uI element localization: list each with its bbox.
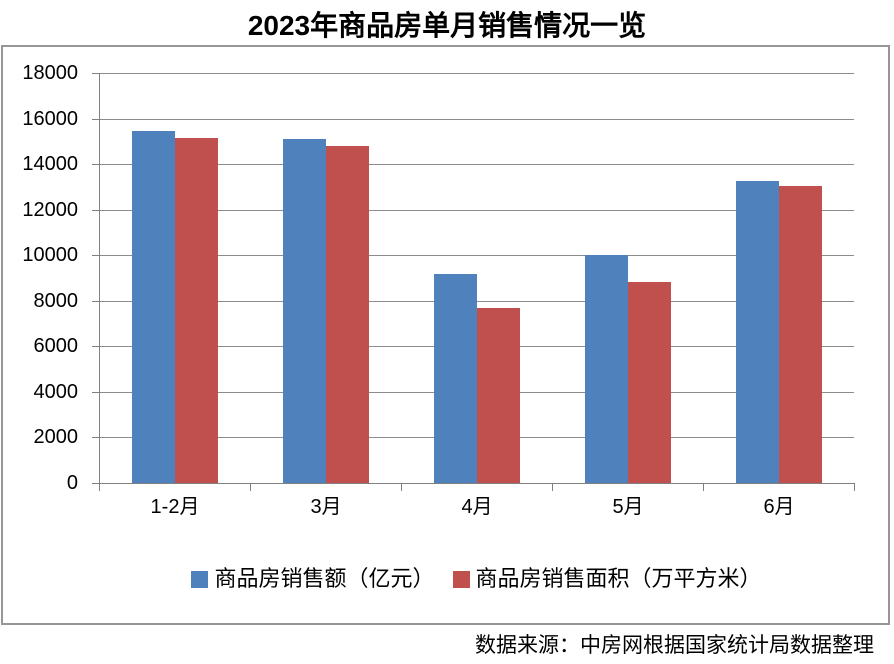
legend-marker-sales-amount-icon — [191, 570, 209, 588]
legend-item-sales-area: 商品房销售面积（万平方米） — [452, 566, 762, 591]
legend-label-sales-amount: 商品房销售额（亿元） — [214, 566, 435, 591]
legend-label-sales-area: 商品房销售面积（万平方米） — [475, 566, 762, 591]
chart-title: 2023年商品房单月销售情况一览 — [247, 10, 647, 41]
legend-item-sales-amount: 商品房销售额（亿元） — [191, 566, 435, 591]
chart-frame — [1, 45, 890, 625]
legend: 商品房销售额（亿元） 商品房销售面积（万平方米） — [99, 563, 854, 595]
source-note: 数据来源：中房网根据国家统计局数据整理 — [475, 634, 874, 657]
legend-marker-sales-area-icon — [452, 570, 470, 588]
